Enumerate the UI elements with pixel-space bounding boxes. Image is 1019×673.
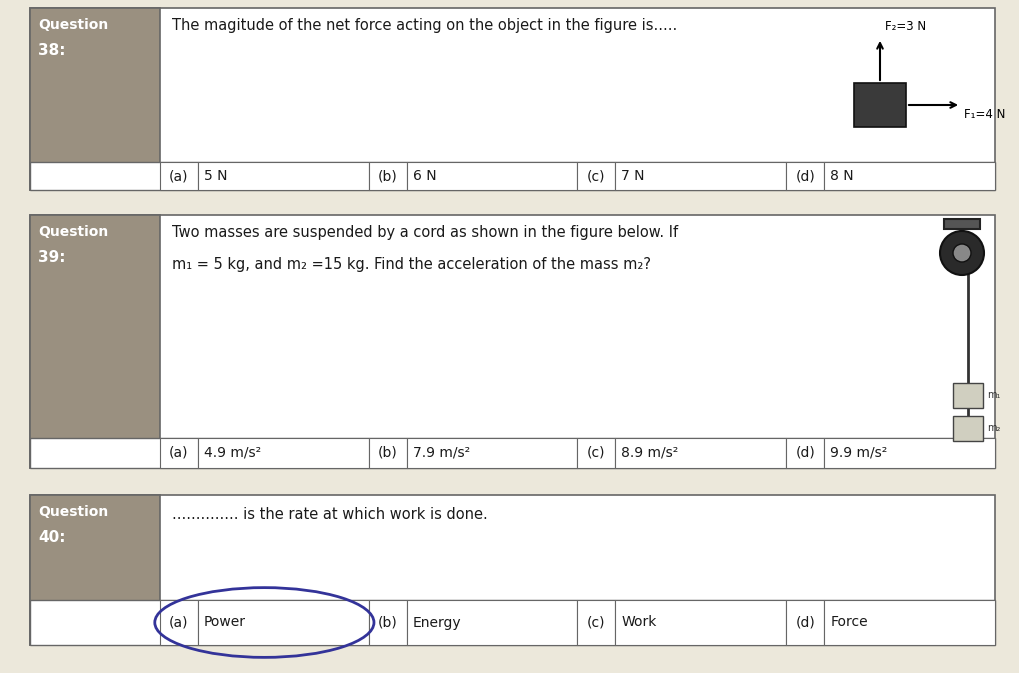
Text: Two masses are suspended by a cord as shown in the figure below. If: Two masses are suspended by a cord as sh… [172,225,678,240]
Text: Question: Question [38,18,108,32]
Bar [369,438,407,468]
Bar [853,83,905,127]
Bar [577,600,614,645]
Text: (b): (b) [377,446,397,460]
Text: Question: Question [38,225,108,239]
Bar [160,600,198,645]
Bar [577,438,614,468]
Bar [823,600,994,645]
Bar [30,495,160,645]
Bar [407,162,577,190]
Text: 6 N: 6 N [413,169,436,183]
Text: (a): (a) [169,446,189,460]
Bar [30,495,994,645]
Text: (d): (d) [795,446,814,460]
Circle shape [940,231,983,275]
Text: Force: Force [829,616,867,629]
Bar [369,162,407,190]
Text: F₂=3 N: F₂=3 N [884,20,925,33]
Text: .............. is the rate at which work is done.: .............. is the rate at which work… [172,507,487,522]
Text: 7.9 m/s²: 7.9 m/s² [413,446,470,460]
Text: Power: Power [204,616,246,629]
Bar [30,8,994,190]
Text: Energy: Energy [413,616,461,629]
Bar [369,600,407,645]
Circle shape [952,244,970,262]
Bar [407,438,577,468]
Text: (a): (a) [169,616,189,629]
Text: 8 N: 8 N [829,169,853,183]
Bar [577,162,614,190]
Text: m₁: m₁ [986,390,1000,400]
Text: Work: Work [621,616,656,629]
Text: m₂: m₂ [986,423,1000,433]
Text: 39:: 39: [38,250,65,265]
Text: 8.9 m/s²: 8.9 m/s² [621,446,678,460]
Text: 7 N: 7 N [621,169,644,183]
Bar [30,215,994,468]
Text: 9.9 m/s²: 9.9 m/s² [829,446,887,460]
Text: 5 N: 5 N [204,169,227,183]
Bar [614,162,786,190]
Text: (c): (c) [587,169,605,183]
Bar [786,438,823,468]
Text: 40:: 40: [38,530,65,545]
Bar [407,600,577,645]
Text: (c): (c) [587,446,605,460]
Bar [30,215,160,468]
Bar [198,438,369,468]
Bar [786,162,823,190]
Text: (d): (d) [795,616,814,629]
Text: m₁ = 5 kg, and m₂ =15 kg. Find the acceleration of the mass m₂?: m₁ = 5 kg, and m₂ =15 kg. Find the accel… [172,257,650,272]
Bar [952,416,982,441]
Text: (a): (a) [169,169,189,183]
Text: (b): (b) [377,616,397,629]
Bar [30,600,994,645]
Bar [30,438,994,468]
Bar [160,438,198,468]
Bar [198,162,369,190]
Text: The magitude of the net force acting on the object in the figure is.....: The magitude of the net force acting on … [172,18,677,33]
Text: 4.9 m/s²: 4.9 m/s² [204,446,261,460]
Bar [198,600,369,645]
Bar [943,219,979,229]
Text: (d): (d) [795,169,814,183]
Text: (b): (b) [377,169,397,183]
Text: 38:: 38: [38,43,65,58]
Bar [614,600,786,645]
Bar [614,438,786,468]
Text: Question: Question [38,505,108,519]
Bar [823,438,994,468]
Bar [160,162,198,190]
Bar [30,162,994,190]
Text: F₁=4 N: F₁=4 N [963,108,1005,121]
Bar [952,383,982,408]
Bar [30,8,160,190]
Text: (c): (c) [587,616,605,629]
Bar [823,162,994,190]
Bar [786,600,823,645]
